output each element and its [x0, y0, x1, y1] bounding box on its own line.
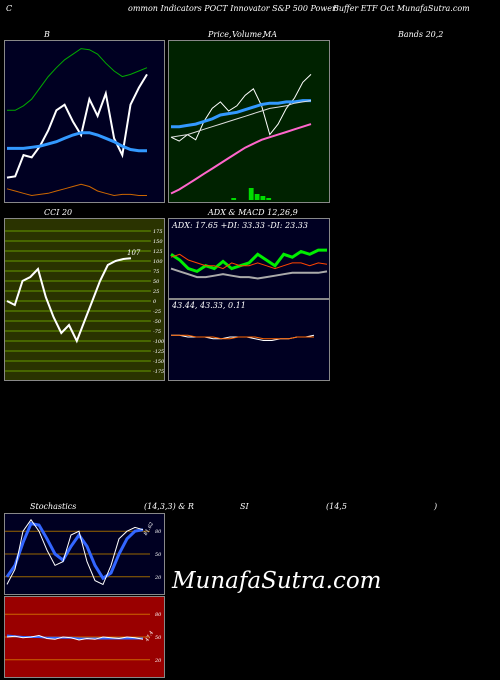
volume-bar	[248, 188, 254, 200]
bb-upper-band	[7, 48, 148, 111]
adx-minus-di-line	[170, 253, 328, 270]
cci-tick-label: 150	[153, 239, 163, 245]
stoch-tick-label: 50	[155, 552, 162, 558]
cci-chart: 175 150 125 100 75 50 25 0 -25 -50 -75 -100 -125 -150…	[5, 229, 164, 375]
cci-tick-label: -150	[153, 359, 164, 365]
volume-bar	[254, 194, 260, 200]
bb-label: B	[44, 30, 50, 39]
bb-middle-band	[7, 131, 147, 153]
stoch-tick-label: 20	[154, 575, 162, 581]
pm-ma-short	[171, 99, 311, 129]
cci-label: CCI 20	[44, 208, 73, 217]
bollinger-panel	[4, 40, 165, 203]
macd-signal-line	[171, 334, 314, 340]
stochastics-chart: 80 50 20 81.62	[5, 518, 162, 586]
cci-tick-label: 0	[153, 299, 157, 305]
rsi-panel: 80 50 20 47.4	[4, 596, 165, 678]
macd-chart	[171, 334, 315, 341]
pm-price-line	[170, 74, 312, 142]
pm-ma-longest	[170, 123, 312, 195]
volume-bar	[260, 196, 266, 200]
bollinger-chart	[6, 48, 148, 197]
adx-line	[170, 267, 328, 280]
cci-panel: 175 150 125 100 75 50 25 0 -25 -50 -75 -100 -125 -150…	[4, 218, 165, 381]
rsi-tick-label: 80	[155, 612, 162, 618]
cci-tick-label: 50	[153, 279, 160, 285]
stoch-k-line	[6, 518, 144, 586]
rsi-chart: 80 50 20 47.4	[5, 612, 162, 664]
cci-tick-label: 75	[153, 269, 159, 275]
cci-tick-label: 175	[153, 229, 163, 235]
cci-tick-label: -125	[153, 349, 164, 355]
bb-lower-band	[6, 183, 147, 197]
ma-label: MA	[263, 30, 277, 39]
volume-label: Volume,	[232, 30, 265, 39]
header-left: C	[6, 4, 13, 13]
cci-tick-label: -100	[153, 339, 164, 345]
adx-label: ADX & MACD 12,26,9	[208, 208, 298, 217]
stoch-tick-label: 80	[155, 529, 162, 535]
stoch-label: Stochastics	[30, 502, 77, 511]
adx-plus-di-line	[170, 248, 327, 274]
rsi-params-close: )	[434, 502, 438, 511]
stochastics-panel: 80 50 20 81.62	[4, 513, 165, 595]
stoch-d-line	[5, 521, 144, 581]
rsi-tick-label: 50	[155, 635, 162, 641]
brand-watermark: MunafaSutra.com	[172, 568, 382, 594]
si-label: SI	[240, 502, 249, 511]
rsi-line	[6, 634, 144, 641]
cci-value-label: 107	[127, 249, 141, 257]
adx-readout: ADX: 17.65 +DI: 33.33 -DI: 23.33	[172, 221, 308, 230]
macd-panel: 43.44, 43.33, 0.11	[168, 299, 330, 381]
cci-tick-label: -175	[153, 369, 164, 375]
cci-tick-label: 100	[153, 259, 163, 265]
volume-bar	[231, 198, 237, 200]
bands-label: Bands 20,2	[398, 30, 444, 39]
rsi-value-label: 47.4	[144, 630, 155, 644]
bb-price-line	[6, 73, 148, 179]
cci-tick-label: -25	[153, 309, 161, 315]
cci-tick-label: 25	[152, 289, 159, 295]
rsi-params: (14,5	[326, 502, 347, 511]
pm-ma-long	[170, 100, 312, 138]
adx-panel: ADX: 17.65 +DI: 33.33 -DI: 23.33	[168, 218, 330, 299]
volume-bar	[266, 198, 272, 200]
rsi-tick-label: 20	[154, 658, 162, 664]
price-ma-panel	[168, 40, 330, 203]
cci-line	[6, 257, 132, 344]
cci-tick-label: -50	[153, 319, 162, 325]
cci-tick-label: -75	[153, 329, 161, 335]
header-right: Buffer ETF Oct MunafaSutra.com	[333, 4, 470, 13]
cci-tick-label: 125	[153, 249, 163, 255]
stoch-value-label: 81.62	[143, 521, 155, 536]
header-title: ommon Indicators POCT Innovator S&P 500 …	[128, 4, 336, 13]
adx-chart	[170, 248, 328, 280]
stoch-params: (14,3,3) & R	[144, 502, 194, 511]
price-ma-chart	[170, 74, 312, 200]
macd-readout: 43.44, 43.33, 0.11	[172, 301, 246, 310]
price-label: Price,	[208, 30, 232, 39]
